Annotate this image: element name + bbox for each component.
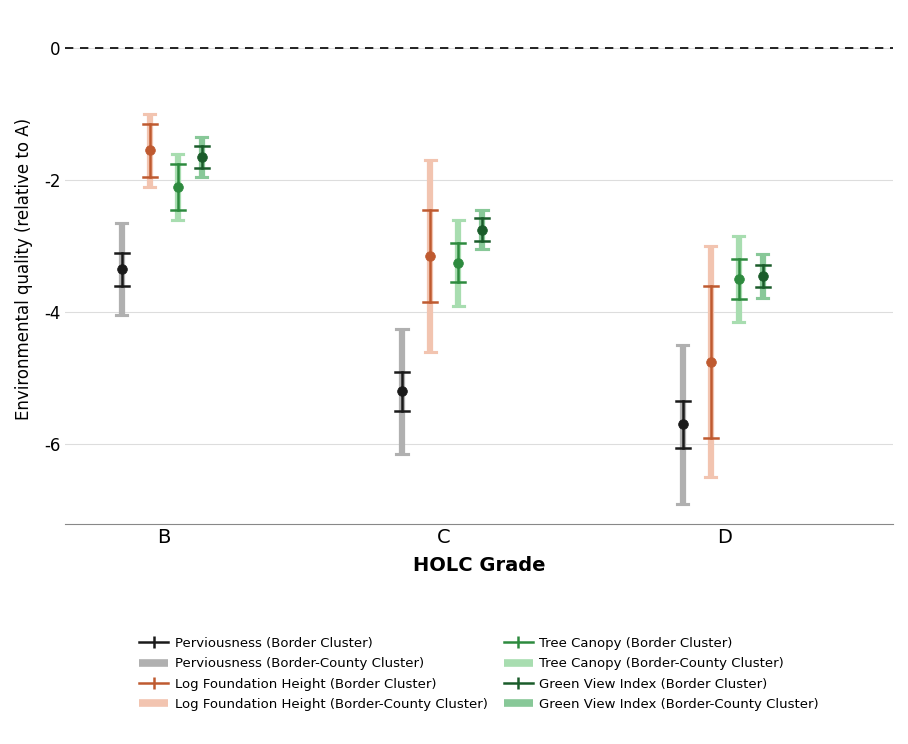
X-axis label: HOLC Grade: HOLC Grade [413,556,546,574]
Legend: Perviousness (Border Cluster), Perviousness (Border-County Cluster), Log Foundat: Perviousness (Border Cluster), Perviousn… [134,632,824,716]
Y-axis label: Environmental quality (relative to A): Environmental quality (relative to A) [15,118,33,420]
